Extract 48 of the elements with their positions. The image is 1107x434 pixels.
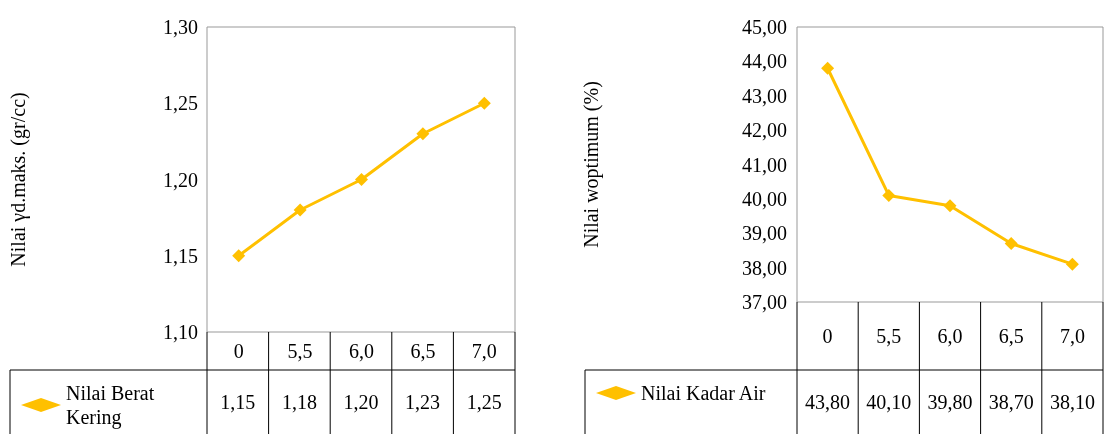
y-tick-label: 1,25 — [163, 92, 198, 115]
y-tick-label: 43,00 — [742, 84, 787, 107]
data-label: 1,25 — [466, 391, 502, 413]
y-tick-label: 40,00 — [742, 187, 787, 210]
data-label: 1,18 — [281, 391, 317, 413]
x-tick-label: 0 — [822, 325, 833, 347]
legend-label: Nilai Kadar Air — [641, 382, 766, 404]
x-tick-label: 6,0 — [349, 340, 374, 362]
x-tick-label: 6,5 — [410, 340, 436, 362]
point — [416, 127, 430, 141]
x-tick-label: 7,0 — [1059, 325, 1085, 347]
y-tick-label: 38,00 — [742, 256, 787, 279]
point — [355, 173, 368, 186]
data-label: 39,80 — [927, 391, 973, 413]
point — [1004, 237, 1018, 251]
point — [1065, 257, 1079, 271]
point — [821, 61, 835, 75]
y-tick-label: 45,00 — [742, 16, 787, 38]
y-tick-label: 1,10 — [163, 321, 198, 343]
y-tick-label: 41,00 — [742, 153, 787, 176]
y-axis-title: Nilai woptimum (%) — [580, 81, 603, 248]
legend-label: Nilai Berat Kering — [66, 382, 160, 429]
point — [943, 199, 957, 213]
data-label: 1,23 — [405, 391, 441, 413]
y-axis-title: Nilai γd.maks. (gr/cc) — [7, 92, 30, 267]
x-tick-label: 6,5 — [998, 325, 1024, 347]
data-label: 43,80 — [805, 391, 851, 413]
y-tick-label: 39,00 — [742, 222, 787, 245]
x-tick-label: 0 — [233, 340, 244, 362]
y-tick-label: 1,30 — [163, 16, 198, 38]
data-label: 1,15 — [220, 391, 256, 413]
y-tick-label: 1,15 — [163, 244, 198, 267]
data-label: 38,70 — [988, 391, 1034, 413]
x-tick-label: 5,5 — [287, 340, 313, 362]
data-label: 1,20 — [343, 391, 379, 413]
point — [882, 188, 896, 202]
point — [232, 249, 246, 263]
y-tick-label: 42,00 — [742, 119, 787, 142]
point — [477, 96, 491, 110]
x-tick-label: 6,0 — [937, 325, 963, 347]
x-tick-label: 5,5 — [876, 325, 902, 347]
point — [293, 203, 307, 217]
y-tick-label: 37,00 — [742, 291, 787, 313]
y-tick-label: 44,00 — [742, 50, 787, 73]
data-label: 38,10 — [1049, 391, 1095, 413]
y-tick-label: 1,20 — [163, 168, 198, 191]
data-label: 40,10 — [866, 391, 912, 413]
x-tick-label: 7,0 — [471, 340, 497, 362]
